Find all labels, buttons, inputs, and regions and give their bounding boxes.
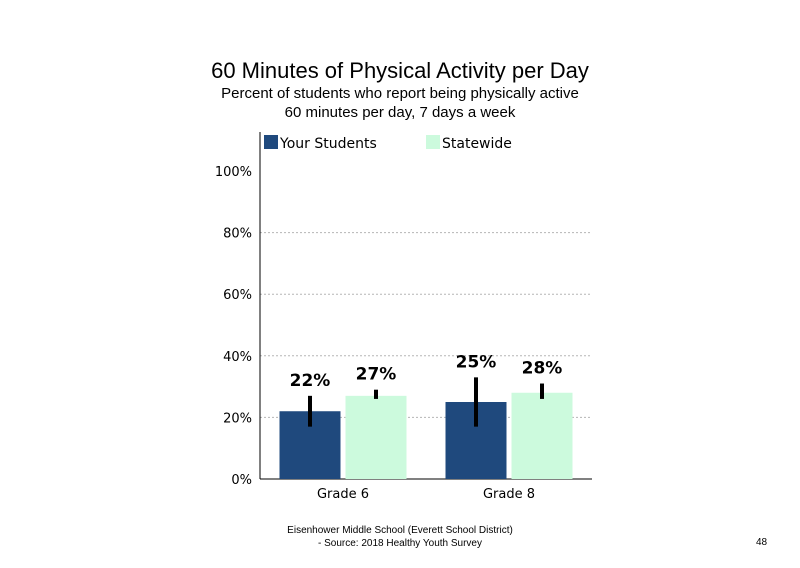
data-label: 27% [356, 365, 397, 385]
data-label: 28% [522, 359, 563, 379]
chart-title: 60 Minutes of Physical Activity per Day [211, 58, 589, 83]
legend-swatch [426, 135, 440, 149]
bar [345, 395, 407, 479]
chart-subtitle-line2: 60 minutes per day, 7 days a week [284, 104, 516, 121]
legend-swatch [264, 135, 278, 149]
y-tick-label: 80% [223, 227, 252, 242]
footer-source: - Source: 2018 Healthy Youth Survey [318, 538, 482, 549]
y-tick-label: 60% [223, 288, 252, 303]
data-label: 25% [456, 352, 497, 372]
bar [511, 392, 573, 479]
y-tick-label: 20% [223, 411, 252, 426]
y-tick-label: 100% [215, 165, 252, 180]
data-label: 22% [290, 371, 331, 391]
legend-label: Your Students [279, 136, 377, 152]
footer: Eisenhower Middle School (Everett School… [0, 524, 800, 550]
legend-label: Statewide [442, 136, 512, 152]
footer-school: Eisenhower Middle School (Everett School… [287, 525, 513, 536]
page-number: 48 [756, 537, 768, 548]
x-tick-label: Grade 6 [317, 487, 369, 502]
title-block: 60 Minutes of Physical Activity per Day … [0, 58, 800, 122]
bar-chart: 0% 20% 40% 60% 80% 100% 22% 27% Grade 6 25% 28% Gra… [215, 132, 592, 502]
y-tick-label: 0% [231, 473, 252, 488]
x-tick-label: Grade 8 [483, 487, 535, 502]
chart-subtitle-line1: Percent of students who report being phy… [221, 85, 579, 102]
y-tick-label: 40% [223, 350, 252, 365]
